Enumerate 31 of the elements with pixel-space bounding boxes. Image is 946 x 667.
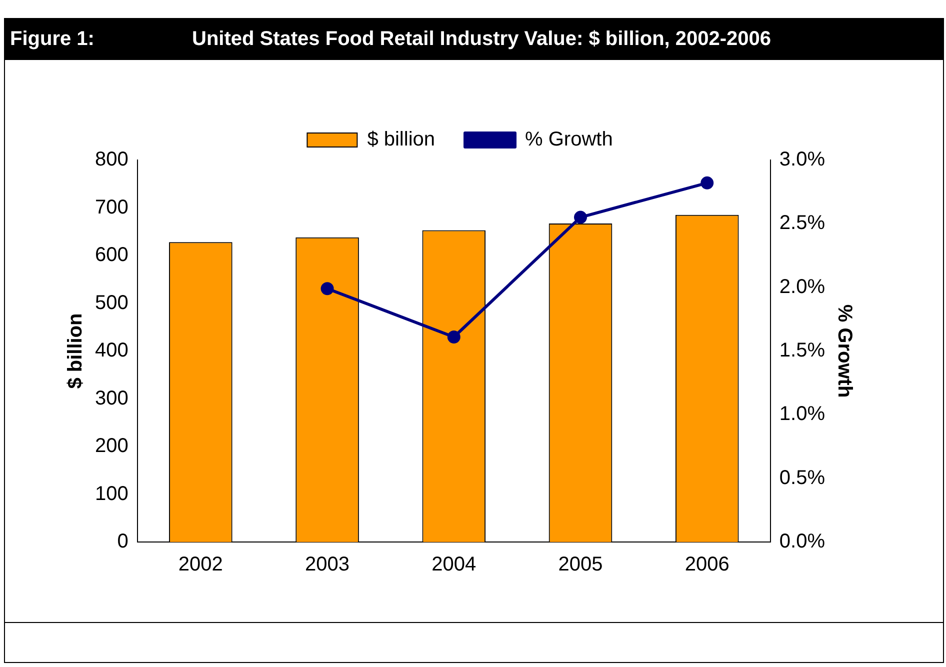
y-tick-label: 600 <box>94 244 128 266</box>
x-tick-label: 2006 <box>684 554 730 576</box>
legend-label: % Growth <box>525 128 613 151</box>
point <box>320 282 334 296</box>
x-tick-label: 2003 <box>305 554 350 576</box>
x-tick-label: 2002 <box>178 554 223 576</box>
point <box>700 176 714 190</box>
y2-tick-label: 3.0% <box>779 148 826 171</box>
y-tick-label: 800 <box>94 148 128 171</box>
point <box>574 210 587 224</box>
x-tick-label: 2004 <box>432 554 476 576</box>
y2-axis-title: % Growth <box>833 304 856 398</box>
y2-tick-label: 2.5% <box>779 212 826 234</box>
y-tick-label: 500 <box>94 292 128 314</box>
chart-title: Figure 1: <box>10 28 96 50</box>
y2-tick-label: 0.0% <box>779 530 826 553</box>
y-tick-label: 0 <box>117 530 128 553</box>
y2-tick-label: 1.0% <box>779 403 826 426</box>
y-tick-label: 200 <box>94 435 128 458</box>
y-axis-title: $ billion <box>64 313 87 389</box>
y-tick-label: 100 <box>94 482 128 505</box>
y2-tick-label: 1.5% <box>779 340 826 362</box>
point <box>447 330 460 344</box>
x-tick-label: 2005 <box>558 554 603 576</box>
y-tick-label: 300 <box>94 387 128 410</box>
y2-tick-label: 2.0% <box>779 276 826 298</box>
y-tick-label: 700 <box>94 196 128 218</box>
legend-label: $ billion <box>367 128 436 151</box>
y-tick-label: 400 <box>94 340 128 362</box>
y2-tick-label: 0.5% <box>779 466 826 489</box>
chart-subtitle: United States Food Retail Industry Value: $ billion, 2002-2006 <box>192 28 772 50</box>
